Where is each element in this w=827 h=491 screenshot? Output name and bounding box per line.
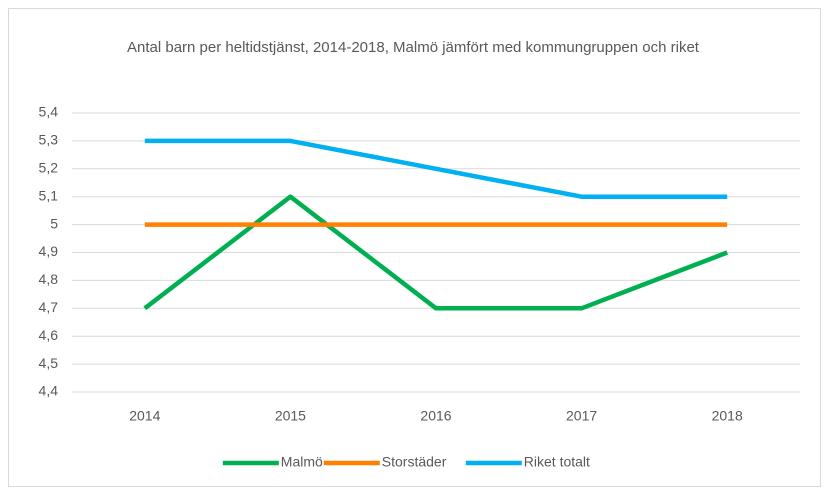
x-tick-label: 2017 [566,408,597,424]
y-tick-label: 4,8 [39,271,59,287]
y-tick-label: 4,6 [39,327,59,343]
y-tick-label: 5 [50,215,58,231]
x-tick-label: 2015 [275,408,306,424]
y-tick-label: 4,9 [39,243,59,259]
legend-label: Riket totalt [524,454,590,470]
y-tick-label: 5,2 [39,160,59,176]
y-tick-label: 5,1 [39,187,59,203]
y-tick-label: 4,7 [39,299,59,315]
x-tick-label: 2016 [420,408,451,424]
series-line [144,138,728,199]
series-line [143,194,729,311]
chart-border [8,8,821,487]
chart-title: Antal barn per heltidstjänst, 2014-2018,… [127,39,699,56]
y-tick-label: 5,3 [39,132,59,148]
y-tick-label: 5,4 [39,104,59,120]
legend-label: Malmö [281,454,323,470]
y-tick-label: 4,4 [39,383,59,399]
x-tick-label: 2014 [129,408,160,424]
x-tick-label: 2018 [712,408,743,424]
legend-label: Storstäder [382,454,447,470]
y-tick-label: 4,5 [39,355,59,371]
